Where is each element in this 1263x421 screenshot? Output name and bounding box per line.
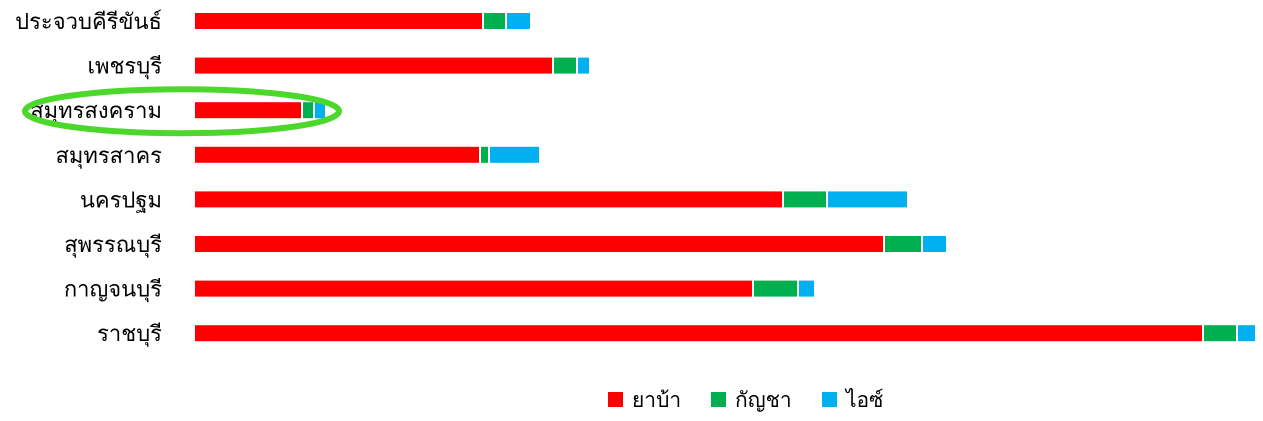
bar-segment (799, 280, 814, 297)
bar-segment (481, 146, 488, 163)
category-labels: ประจวบคีรีขันธ์เพชรบุรีสมุทรสงครามสมุทรส… (15, 10, 162, 347)
bar-segment (754, 280, 797, 297)
bar-segment (885, 236, 921, 252)
bar-segment (554, 57, 576, 74)
bar-segment (195, 13, 482, 29)
bar-segment (195, 325, 1202, 342)
bar-segment (1204, 325, 1236, 342)
bar-segment (315, 102, 325, 119)
category-label: สมุทรสาคร (55, 144, 162, 169)
bar-segment (195, 57, 552, 74)
bar-segment (828, 191, 907, 208)
category-label: ประจวบคีรีขันธ์ (15, 10, 162, 35)
legend-swatch (822, 392, 837, 407)
bar-segment (195, 146, 479, 163)
bar-segment (784, 191, 826, 208)
bar-segment (195, 102, 301, 119)
category-label: นครปฐม (80, 188, 162, 213)
bar-segment (195, 236, 883, 252)
highlight-group (22, 86, 342, 137)
highlight-ellipse (22, 86, 342, 137)
bar-segment (923, 236, 946, 252)
legend-label: ยาบ้า (632, 388, 681, 412)
category-label: สมุทรสงคราม (30, 99, 162, 124)
bar-segment (507, 13, 530, 29)
legend-label: กัญชา (735, 388, 792, 412)
bar-segment (195, 191, 782, 208)
bar-segment (303, 102, 313, 119)
category-label: ราชบุรี (97, 322, 162, 347)
bar-segment (1238, 325, 1255, 342)
bar-segment (195, 280, 752, 297)
legend-swatch (711, 392, 726, 407)
legend-label: ไอซ์ (844, 388, 883, 412)
category-label: สุพรรณบุรี (64, 233, 162, 258)
bar-segment (578, 57, 589, 74)
legend-swatch (608, 392, 623, 407)
bars-group (195, 13, 1255, 342)
category-label: เพชรบุรี (87, 55, 162, 80)
category-label: กาญจนบุรี (64, 278, 162, 303)
bar-segment (490, 146, 539, 163)
legend: ยาบ้า กัญชา ไอซ์ (608, 388, 883, 412)
bar-segment (484, 13, 505, 29)
